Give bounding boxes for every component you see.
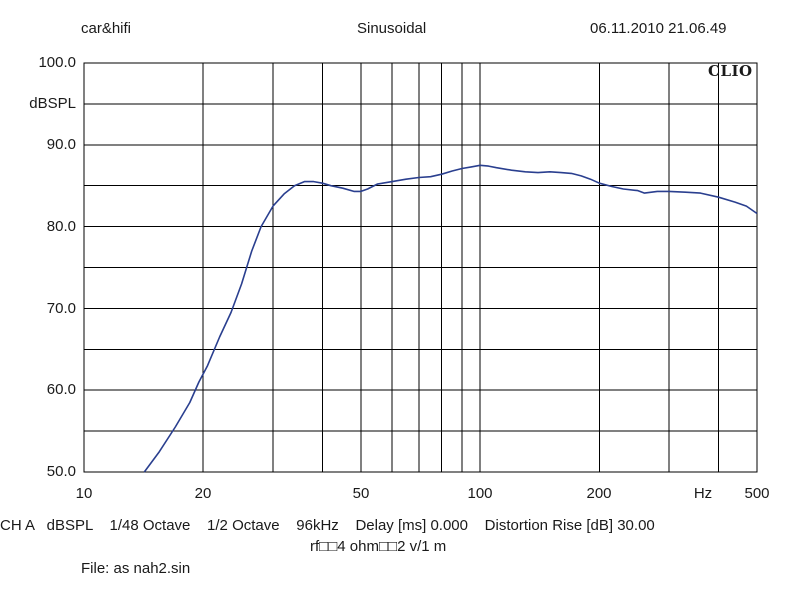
y-tick-label: 100.0 <box>38 54 76 71</box>
measurement-settings: CH A dBSPL 1/48 Octave 1/2 Octave 96kHz … <box>0 517 655 534</box>
x-tick-label: 500 <box>744 485 770 502</box>
x-tick-label: 10 <box>75 485 93 502</box>
response-curve <box>143 164 758 473</box>
y-tick-label: 90.0 <box>46 136 76 153</box>
x-tick-label: 100 <box>467 485 493 502</box>
x-tick-label: 20 <box>194 485 212 502</box>
y-axis-label: dBSPL <box>29 95 76 112</box>
x-tick-label: 200 <box>586 485 612 502</box>
y-tick-label: 70.0 <box>46 300 76 317</box>
y-tick-label: 60.0 <box>46 381 76 398</box>
header-timestamp: 06.11.2010 21.06.49 <box>590 20 727 37</box>
measurement-conditions: rf□□4 ohm□□2 v/1 m <box>310 538 447 555</box>
y-tick-label: 50.0 <box>46 463 76 480</box>
clio-logo: CLIO <box>708 62 753 80</box>
y-tick-label: 80.0 <box>46 218 76 235</box>
header-app-name: car&hifi <box>81 20 132 37</box>
file-name: File: as nah2.sin <box>81 560 191 577</box>
header-mode: Sinusoidal <box>357 20 427 37</box>
x-axis-unit-label: Hz <box>693 485 713 502</box>
plot-frame <box>83 62 758 473</box>
x-tick-label: 50 <box>352 485 370 502</box>
